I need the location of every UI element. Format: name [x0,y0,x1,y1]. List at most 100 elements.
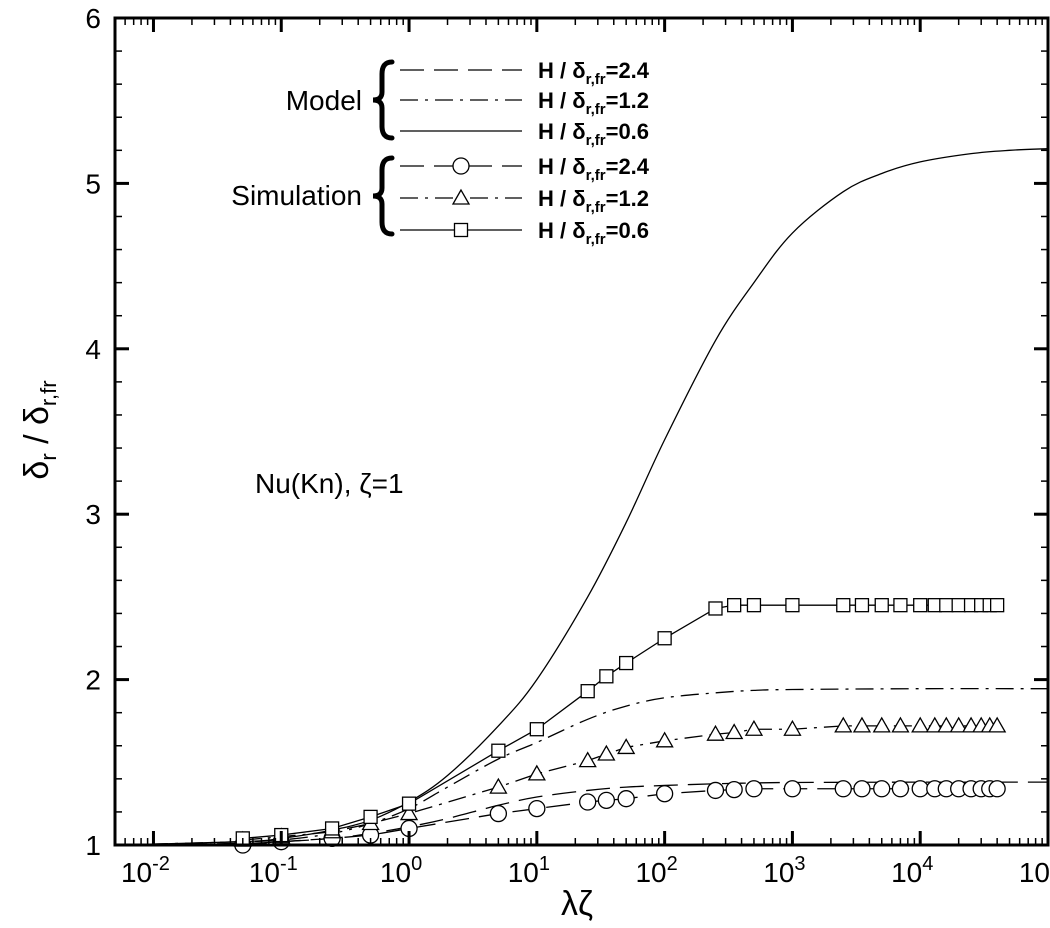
data-point-circle [597,791,616,809]
data-point-triangle [725,723,744,740]
data-point-circle [891,780,910,798]
data-point-triangle [706,724,725,741]
y-tick-label: 1 [85,830,101,861]
legend-label-prefix: H / δ [538,186,586,211]
series-layer [114,148,1049,854]
series-simulation-0-6 [235,598,1005,846]
x-tick-label: 102 [635,853,677,888]
x-tick-label: 104 [891,853,933,888]
y-tick-label: 6 [85,3,101,34]
data-point-triangle [527,764,546,781]
data-point-triangle [872,716,891,733]
data-point-square [989,598,1005,613]
legend-entry: H / δr,fr=1.2 [400,186,649,216]
legend-label: H / δr,fr=2.4 [538,58,650,88]
x-tick-exponent: 0 [411,853,422,875]
x-tick-label: 103 [763,853,805,888]
data-point-square [893,598,908,613]
legend-label: H / δr,fr=1.2 [538,88,649,118]
axes: 10-210-1100101102103104105123456 [85,3,1050,888]
data-point-square [951,598,966,613]
x-tick-label: 10-2 [121,853,170,888]
legend-label: H / δr,fr=0.6 [538,218,649,248]
legend-label: H / δr,fr=0.6 [538,119,649,149]
x-tick-base: 10 [635,857,666,888]
data-point-circle [911,780,929,798]
series-model-1-2 [114,687,1049,846]
data-point-square [401,796,417,811]
legend-label: H / δr,fr=1.2 [538,186,649,216]
data-point-circle [988,780,1006,798]
legend-label-sub: r,fr [586,132,606,149]
data-point-square [491,743,506,758]
data-point-triangle [597,744,616,761]
plot-frame [113,16,1050,847]
data-point-circle [617,790,635,808]
legend-entry: H / δr,fr=2.4 [400,58,650,88]
x-tick-exponent: 4 [922,853,933,875]
data-point-square [874,598,889,613]
data-point-square [746,598,762,613]
data-point-triangle [834,716,853,733]
legend-label: H / δr,fr=2.4 [538,154,650,184]
data-point-triangle [988,716,1007,733]
x-tick-exponent: -2 [152,853,170,875]
legend-label-sub: r,fr [586,101,606,118]
legend-entry: H / δr,fr=2.4 [400,154,650,184]
data-point-triangle [937,716,956,733]
x-tick-base: 10 [891,857,922,888]
data-point-triangle [949,716,968,733]
y-tick-label: 5 [85,168,101,199]
data-point-circle [528,799,546,818]
data-point-square [854,598,870,613]
data-point-triangle [489,777,508,794]
legend-label-sub: r,fr [586,71,606,88]
y-axis-label-main: δ [18,461,56,480]
x-tick-label: 10-1 [249,853,298,888]
data-point-triangle [655,731,674,748]
legend-label-suffix: =1.2 [606,186,649,211]
legend-label-prefix: H / δ [538,218,586,243]
data-point-circle [745,780,763,798]
legend-label-prefix: H / δ [538,154,586,179]
legend-marker-square [453,222,469,238]
data-point-square [657,631,672,646]
data-point-triangle [891,716,910,733]
x-axis-ticks: 10-210-1100101102103104105 [114,18,1050,888]
data-point-square [363,809,378,825]
data-point-triangle [578,751,597,768]
x-tick-exponent: -1 [280,853,298,875]
y-axis-ticks: 1 2 3 4 5 6 [85,3,1048,861]
legend-label-suffix: =1.2 [606,88,649,113]
legend-label-sub: r,fr [586,199,606,216]
legend-label-sub: r,fr [586,167,606,184]
legend-entry: H / δr,fr=1.2 [400,88,649,118]
y-axis-label-sub-den: r,fr [36,380,61,406]
x-tick-base: 10 [508,857,539,888]
data-point-square [708,601,723,616]
data-point-square [913,598,928,613]
legend-label-sub: r,fr [586,231,606,248]
annotation-label: Nu(Kn), ζ=1 [255,468,404,499]
legend-marker-triangle [451,188,471,205]
data-point-circle [783,780,802,798]
data-point-triangle [852,716,872,733]
x-tick-base: 10 [380,857,411,888]
x-tick-base: 10 [1019,857,1050,888]
data-point-triangle [744,719,764,736]
legend-group-label: Model [286,85,362,116]
data-point-triangle [925,716,944,733]
data-point-square [836,598,851,613]
data-point-triangle [399,804,419,821]
x-tick-exponent: 2 [667,853,678,875]
legend-label-suffix: =0.6 [606,218,649,243]
data-point-circle [579,793,597,811]
x-tick-label: 101 [508,853,550,888]
data-point-circle [834,780,852,798]
data-point-triangle [911,716,930,733]
legend-label-prefix: H / δ [538,88,586,113]
y-tick-label: 2 [85,665,101,696]
legend-group-label: Simulation [231,180,362,211]
data-point-triangle [617,738,636,755]
series-simulation-1-2 [233,716,1007,847]
